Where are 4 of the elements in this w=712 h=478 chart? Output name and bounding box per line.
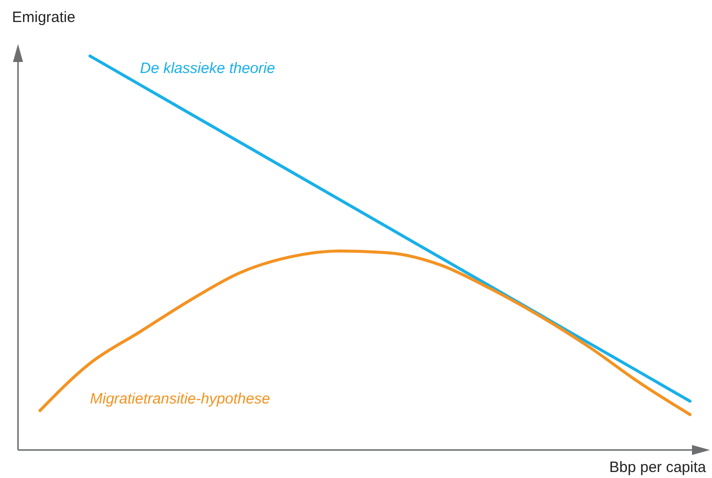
series-label: Migratietransitie-hypothese bbox=[90, 390, 270, 408]
series-label: De klassieke theorie bbox=[140, 60, 276, 77]
x-axis-title: Bbp per capita bbox=[609, 459, 707, 476]
y-axis-title: Emigratie bbox=[12, 9, 76, 26]
